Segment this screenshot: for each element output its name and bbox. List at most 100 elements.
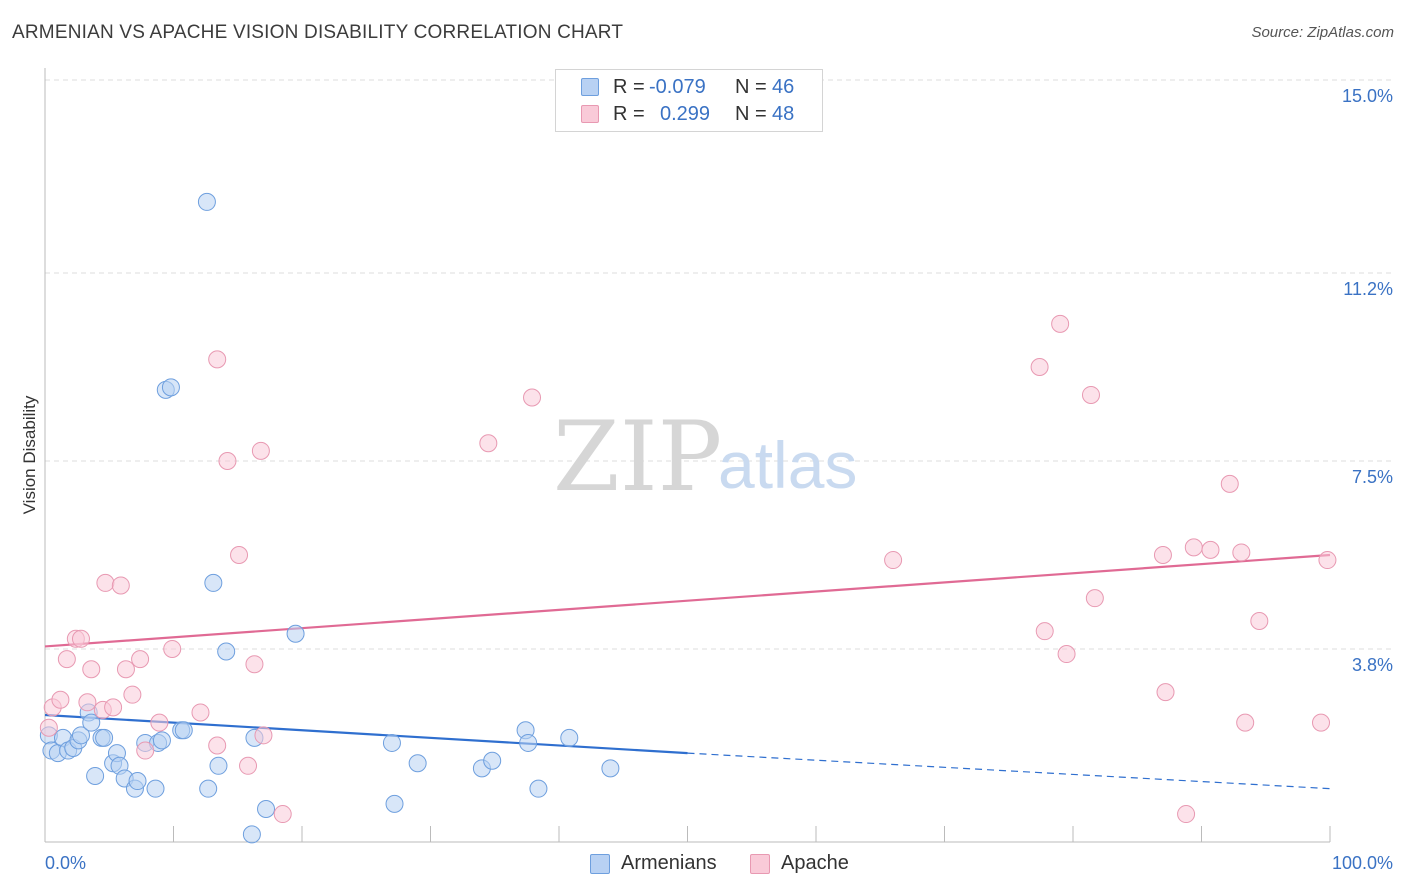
apache-point-39	[1177, 805, 1196, 824]
apache-point-19	[208, 736, 227, 755]
apache-point-27	[273, 805, 292, 824]
apache-point-34	[1057, 645, 1076, 664]
gridlines	[45, 79, 1393, 650]
armenians-point-30	[209, 756, 228, 775]
apache-r-value: 0.299	[660, 103, 711, 125]
apache-point-6	[78, 693, 97, 712]
armenians-r-label: R =	[613, 76, 645, 98]
armenians-point-18	[128, 772, 147, 791]
apache-point-32	[1035, 622, 1054, 641]
apache-point-13	[123, 685, 142, 704]
apache-point-37	[1153, 545, 1172, 564]
apache-point-36	[1085, 589, 1104, 608]
apache-point-22	[230, 545, 249, 564]
apache-point-35	[1081, 385, 1100, 404]
data-points	[39, 192, 1337, 844]
apache-point-42	[1220, 474, 1239, 493]
armenians-trend-extension	[687, 752, 1331, 790]
apache-point-23	[239, 756, 258, 775]
apache-point-14	[131, 650, 150, 669]
armenians-point-7	[71, 726, 90, 745]
apache-point-46	[1312, 713, 1331, 732]
apache-swatch	[581, 105, 599, 123]
apache-point-2	[51, 690, 70, 709]
apache-point-10	[104, 698, 123, 717]
armenians-point-45	[601, 759, 620, 778]
watermark-atlas: atlas	[718, 428, 857, 502]
x-tick-label-0: 0.0%	[45, 853, 86, 873]
armenians-n-label: N =	[735, 76, 767, 98]
x-tick-label-1: 100.0%	[1332, 853, 1393, 873]
apache-point-26	[254, 726, 273, 745]
armenians-point-33	[257, 799, 276, 818]
armenians-point-37	[385, 794, 404, 813]
apache-point-9	[96, 573, 115, 592]
armenians-point-29	[204, 573, 223, 592]
chart-title: ARMENIAN VS APACHE VISION DISABILITY COR…	[12, 22, 624, 43]
apache-point-17	[163, 639, 182, 658]
x-tick-labels: 0.0% 100.0%	[45, 853, 1393, 873]
apache-trend-line	[44, 553, 1331, 648]
armenians-swatch	[581, 78, 599, 96]
apache-point-5	[71, 629, 90, 648]
apache-point-40	[1184, 538, 1203, 557]
armenians-point-26	[174, 721, 193, 740]
armenians-point-22	[152, 731, 171, 750]
apache-point-12	[116, 660, 135, 679]
apache-point-44	[1236, 713, 1255, 732]
apache-point-38	[1156, 683, 1175, 702]
apache-point-30	[884, 551, 903, 570]
armenians-legend-swatch	[590, 854, 610, 874]
armenians-point-44	[560, 728, 579, 747]
armenians-legend-label: Armenians	[621, 852, 717, 874]
y-tick-label-2: 11.2%	[1343, 279, 1393, 299]
armenians-point-12	[95, 728, 114, 747]
armenians-point-36	[382, 733, 401, 752]
apache-n-value: 48	[772, 103, 795, 125]
armenians-point-10	[86, 766, 105, 785]
y-axis-label: Vision Disability	[20, 395, 39, 514]
armenians-point-28	[199, 779, 218, 798]
apache-point-7	[82, 660, 101, 679]
apache-point-0	[39, 718, 58, 737]
source-label: Source: ZipAtlas.com	[1251, 24, 1394, 41]
apache-point-21	[218, 452, 237, 470]
apache-point-24	[245, 655, 264, 674]
y-tick-label-0: 3.8%	[1352, 655, 1393, 675]
armenians-point-31	[217, 642, 236, 661]
apache-n-label: N =	[735, 103, 767, 125]
watermark-zip: ZIP	[553, 401, 722, 513]
apache-point-20	[208, 350, 227, 369]
apache-point-15	[136, 741, 155, 760]
apache-point-45	[1250, 612, 1269, 631]
axes	[44, 68, 1331, 843]
armenians-n-value: 46	[772, 76, 795, 98]
apache-point-33	[1051, 314, 1070, 333]
y-tick-labels: 3.8% 7.5% 11.2% 15.0%	[1342, 86, 1393, 675]
armenians-point-24	[161, 378, 180, 397]
apache-r-label: R =	[613, 103, 645, 125]
y-tick-label-3: 15.0%	[1342, 86, 1393, 106]
apache-legend-label: Apache	[781, 852, 849, 874]
armenians-point-27	[197, 192, 216, 211]
armenians-point-43	[529, 779, 548, 798]
armenians-point-9	[82, 713, 101, 732]
apache-legend-swatch	[750, 854, 770, 874]
armenians-point-40	[483, 751, 502, 770]
apache-point-11	[111, 576, 130, 595]
apache-point-47	[1318, 551, 1337, 570]
armenians-point-35	[286, 624, 305, 643]
y-tick-label-1: 7.5%	[1352, 467, 1393, 487]
apache-point-31	[1030, 358, 1049, 377]
armenians-r-value: -0.079	[649, 76, 706, 98]
apache-point-28	[479, 434, 498, 453]
apache-point-25	[251, 441, 270, 460]
correlation-legend: R = -0.079 N = 46 R = 0.299 N = 48	[555, 69, 823, 132]
armenians-point-20	[146, 779, 165, 798]
armenians-point-38	[408, 754, 427, 773]
apache-point-41	[1201, 540, 1220, 559]
apache-point-29	[523, 388, 542, 407]
apache-point-43	[1232, 543, 1251, 562]
trend-lines	[44, 553, 1331, 790]
